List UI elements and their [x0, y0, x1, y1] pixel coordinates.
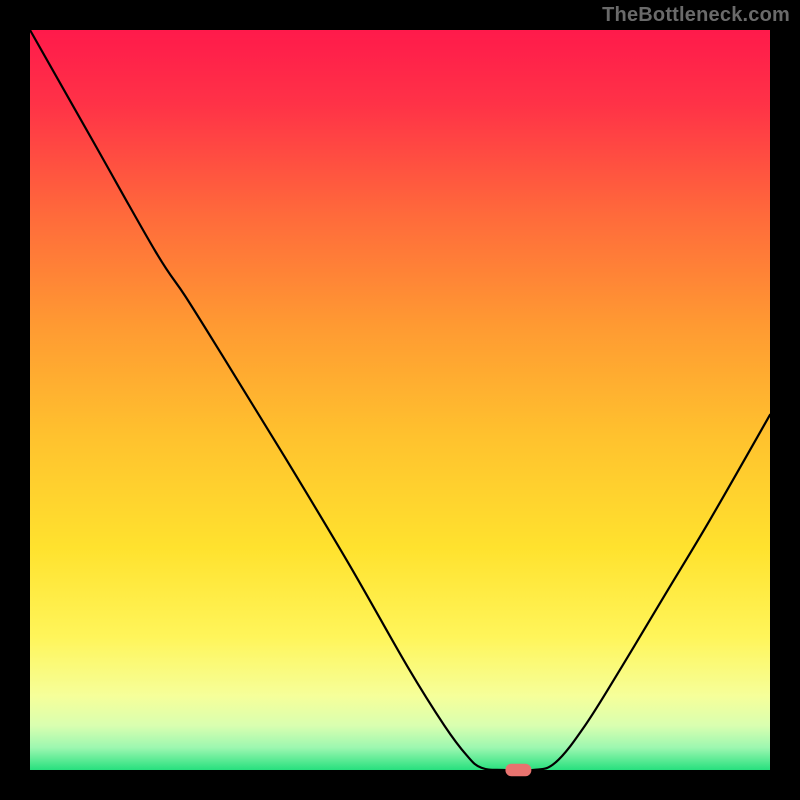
watermark-text: TheBottleneck.com	[602, 4, 790, 27]
chart-svg	[0, 0, 800, 800]
optimum-marker	[505, 764, 531, 777]
bottleneck-chart: TheBottleneck.com	[0, 0, 800, 800]
plot-background	[30, 30, 770, 770]
